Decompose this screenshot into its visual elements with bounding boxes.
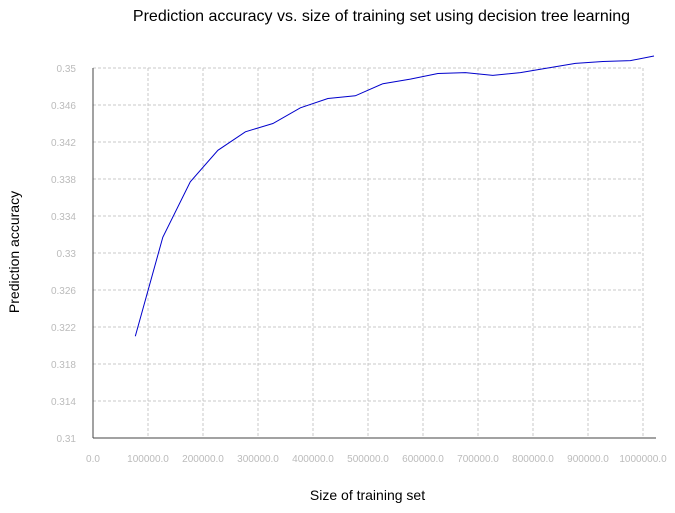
y-tick-label: 0.346 — [51, 101, 76, 112]
y-tick-label: 0.326 — [51, 286, 76, 297]
x-axis-ticks: 0.0 100000.0 200000.0 300000.0 400000.0 50000… — [86, 454, 667, 465]
y-tick-label: 0.334 — [51, 212, 76, 223]
x-tick-label: 0.0 — [86, 454, 100, 465]
y-tick-label: 0.35 — [57, 64, 77, 75]
y-tick-label: 0.314 — [51, 397, 76, 408]
y-tick-label: 0.338 — [51, 175, 76, 186]
x-tick-label: 1000000.0 — [619, 454, 667, 465]
series-line — [134, 55, 655, 337]
x-tick-label: 500000.0 — [347, 454, 389, 465]
y-tick-label: 0.342 — [51, 138, 76, 149]
x-tick-label: 400000.0 — [292, 454, 334, 465]
y-tick-label: 0.31 — [57, 434, 77, 445]
x-tick-label: 700000.0 — [457, 454, 499, 465]
x-tick-label: 200000.0 — [182, 454, 224, 465]
x-axis-label: Size of training set — [309, 487, 426, 503]
y-tick-label: 0.318 — [51, 360, 76, 371]
chart-title: Prediction accuracy vs. size of training… — [132, 8, 631, 25]
grid-lines — [93, 67, 644, 438]
y-axis-label: Prediction accuracy — [6, 190, 22, 314]
y-tick-label: 0.322 — [51, 323, 76, 334]
x-tick-label: 900000.0 — [567, 454, 609, 465]
series-group — [134, 55, 655, 337]
x-tick-label: 600000.0 — [402, 454, 444, 465]
x-tick-label: 800000.0 — [512, 454, 554, 465]
y-axis-ticks: 0.31 0.314 0.318 0.322 0.326 0.33 0.334 0.338 0.… — [51, 64, 76, 445]
axes — [92, 68, 656, 439]
x-tick-label: 300000.0 — [237, 454, 279, 465]
y-tick-label: 0.33 — [57, 249, 77, 260]
x-tick-label: 100000.0 — [127, 454, 169, 465]
